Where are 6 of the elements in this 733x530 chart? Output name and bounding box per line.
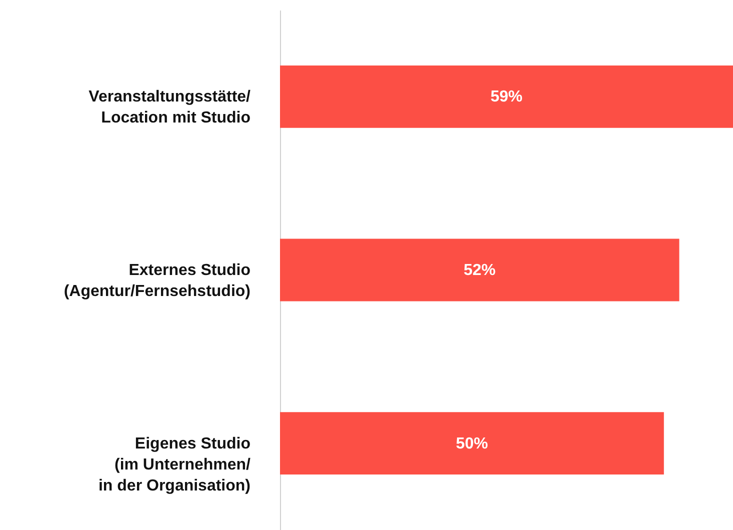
y-tick-label: Externes Studio (Agentur/Fernsehstudio) <box>64 262 251 300</box>
y-tick-label: Eigenes Studio (im Unternehmen/ in der Organisation) <box>98 435 252 494</box>
data-label: 52% <box>464 262 496 279</box>
y-tick-label: Veranstaltungsstätte/ Location mit Studio <box>88 88 252 127</box>
data-label: 59% <box>490 88 523 106</box>
data-label: 50% <box>456 435 488 452</box>
